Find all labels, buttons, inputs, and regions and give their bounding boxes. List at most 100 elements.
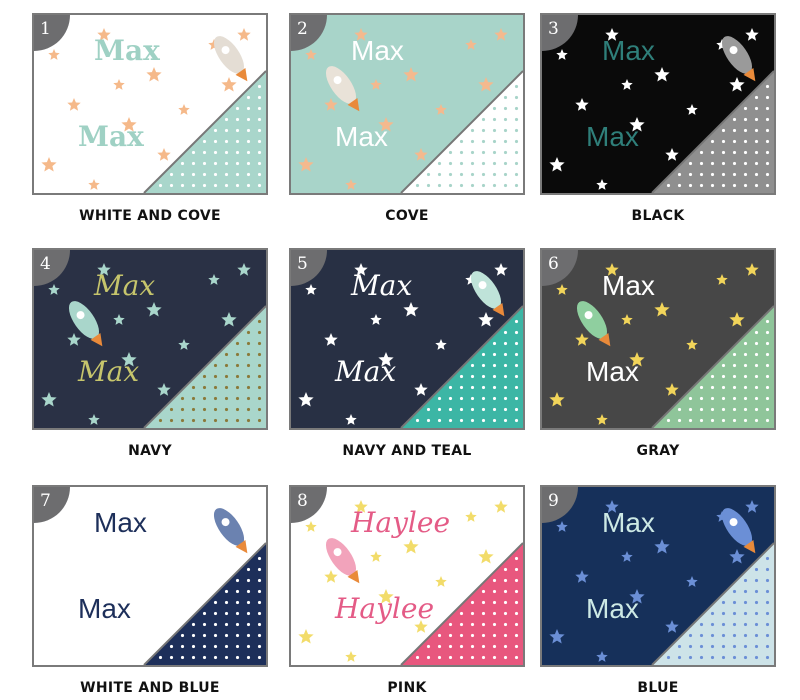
swatch-image[interactable]: Max Max 5 bbox=[289, 248, 525, 430]
star-icon bbox=[549, 157, 565, 172]
star-icon bbox=[298, 629, 314, 644]
badge-number: 4 bbox=[40, 254, 51, 274]
star-icon bbox=[298, 392, 314, 407]
star-pattern bbox=[549, 500, 759, 662]
star-icon bbox=[403, 539, 419, 554]
swatch-option-1[interactable]: Max Max 1 WHITE AND COVE bbox=[32, 13, 268, 224]
swatch-label: NAVY bbox=[128, 443, 172, 459]
star-icon bbox=[654, 539, 670, 554]
star-icon bbox=[345, 414, 357, 425]
star-icon bbox=[729, 77, 745, 92]
badge-number: 5 bbox=[297, 254, 308, 274]
swatch-option-6[interactable]: Max Max 6 GRAY bbox=[540, 248, 776, 459]
star-icon bbox=[354, 28, 368, 41]
star-icon bbox=[605, 500, 619, 513]
star-icon bbox=[157, 383, 171, 396]
star-icon bbox=[686, 576, 698, 587]
swatch-option-2[interactable]: Max Max 2 COVE bbox=[289, 13, 525, 224]
swatch-option-5[interactable]: Max Max 5 NAVY AND TEAL bbox=[289, 248, 525, 459]
star-icon bbox=[378, 352, 394, 367]
star-icon bbox=[221, 77, 237, 92]
star-icon bbox=[494, 28, 508, 41]
star-icon bbox=[48, 49, 60, 60]
star-icon bbox=[665, 148, 679, 161]
name-text: Max bbox=[94, 507, 147, 538]
star-icon bbox=[305, 284, 317, 295]
badge-number: 7 bbox=[40, 491, 51, 511]
swatch-image[interactable]: Max Max 1 bbox=[32, 13, 268, 195]
swatch-label: WHITE AND BLUE bbox=[80, 680, 220, 696]
rocket-icon bbox=[325, 66, 360, 112]
star-icon bbox=[146, 302, 162, 317]
star-icon bbox=[113, 314, 125, 325]
diagonal-divider bbox=[143, 305, 266, 428]
star-icon bbox=[146, 67, 162, 82]
star-icon bbox=[494, 263, 508, 276]
star-icon bbox=[621, 314, 633, 325]
swatch-option-8[interactable]: Haylee Haylee 8 PINK bbox=[289, 485, 525, 696]
star-icon bbox=[208, 274, 220, 285]
badge-number: 6 bbox=[548, 254, 559, 274]
star-icon bbox=[729, 549, 745, 564]
swatch-option-9[interactable]: Max Max 9 BLUE bbox=[540, 485, 776, 696]
diagonal-divider bbox=[651, 542, 774, 665]
badge-number: 9 bbox=[548, 491, 559, 511]
star-icon bbox=[178, 339, 190, 350]
swatch-option-3[interactable]: Max Max 3 BLACK bbox=[540, 13, 776, 224]
swatch-image[interactable]: Max Max 7 bbox=[32, 485, 268, 667]
star-icon bbox=[745, 500, 759, 513]
swatch-label: BLUE bbox=[637, 680, 679, 696]
rocket-icon bbox=[213, 36, 248, 82]
badge-number: 2 bbox=[297, 19, 308, 39]
star-icon bbox=[549, 392, 565, 407]
star-icon bbox=[435, 339, 447, 350]
name-text: Max bbox=[586, 356, 639, 387]
diagonal-divider bbox=[400, 305, 523, 428]
star-icon bbox=[686, 104, 698, 115]
diagonal-divider bbox=[651, 305, 774, 428]
swatch-image[interactable]: Max Max 4 bbox=[32, 248, 268, 430]
name-text: Max bbox=[335, 121, 388, 152]
name-text: Max bbox=[94, 269, 156, 302]
star-icon bbox=[88, 414, 100, 425]
star-icon bbox=[354, 263, 368, 276]
swatch-image[interactable]: Max Max 2 bbox=[289, 13, 525, 195]
swatch-option-4[interactable]: Max Max 4 NAVY bbox=[32, 248, 268, 459]
star-icon bbox=[121, 352, 137, 367]
star-icon bbox=[305, 49, 317, 60]
star-icon bbox=[665, 620, 679, 633]
star-icon bbox=[97, 263, 111, 276]
swatch-image[interactable]: Max Max 3 bbox=[540, 13, 776, 195]
star-icon bbox=[629, 117, 645, 132]
rocket-icon bbox=[576, 301, 611, 347]
star-icon bbox=[324, 333, 338, 346]
star-icon bbox=[121, 117, 137, 132]
name-text: Max bbox=[78, 593, 131, 624]
swatch-label: COVE bbox=[385, 208, 429, 224]
name-text: Max bbox=[335, 355, 397, 388]
swatch-image[interactable]: Max Max 9 bbox=[540, 485, 776, 667]
swatch-image[interactable]: Max Max 6 bbox=[540, 248, 776, 430]
star-icon bbox=[556, 49, 568, 60]
star-icon bbox=[370, 79, 382, 90]
name-text: Max bbox=[602, 270, 655, 301]
rocket-icon bbox=[325, 538, 360, 584]
name-text: Max bbox=[78, 120, 144, 153]
name-text: Max bbox=[602, 507, 655, 538]
diagonal-divider bbox=[651, 70, 774, 193]
star-icon bbox=[41, 157, 57, 172]
name-text: Haylee bbox=[351, 506, 451, 539]
rocket-icon bbox=[470, 271, 505, 317]
star-icon bbox=[494, 500, 508, 513]
swatch-label: PINK bbox=[387, 680, 427, 696]
star-icon bbox=[654, 302, 670, 317]
star-icon bbox=[556, 521, 568, 532]
name-text: Max bbox=[586, 593, 639, 624]
diagonal-divider bbox=[400, 542, 523, 665]
swatch-option-7[interactable]: Max Max 7 WHITE AND BLUE bbox=[32, 485, 268, 696]
star-icon bbox=[549, 629, 565, 644]
swatch-image[interactable]: Haylee Haylee 8 bbox=[289, 485, 525, 667]
star-icon bbox=[605, 263, 619, 276]
star-icon bbox=[575, 333, 589, 346]
diagonal-divider bbox=[400, 70, 523, 193]
